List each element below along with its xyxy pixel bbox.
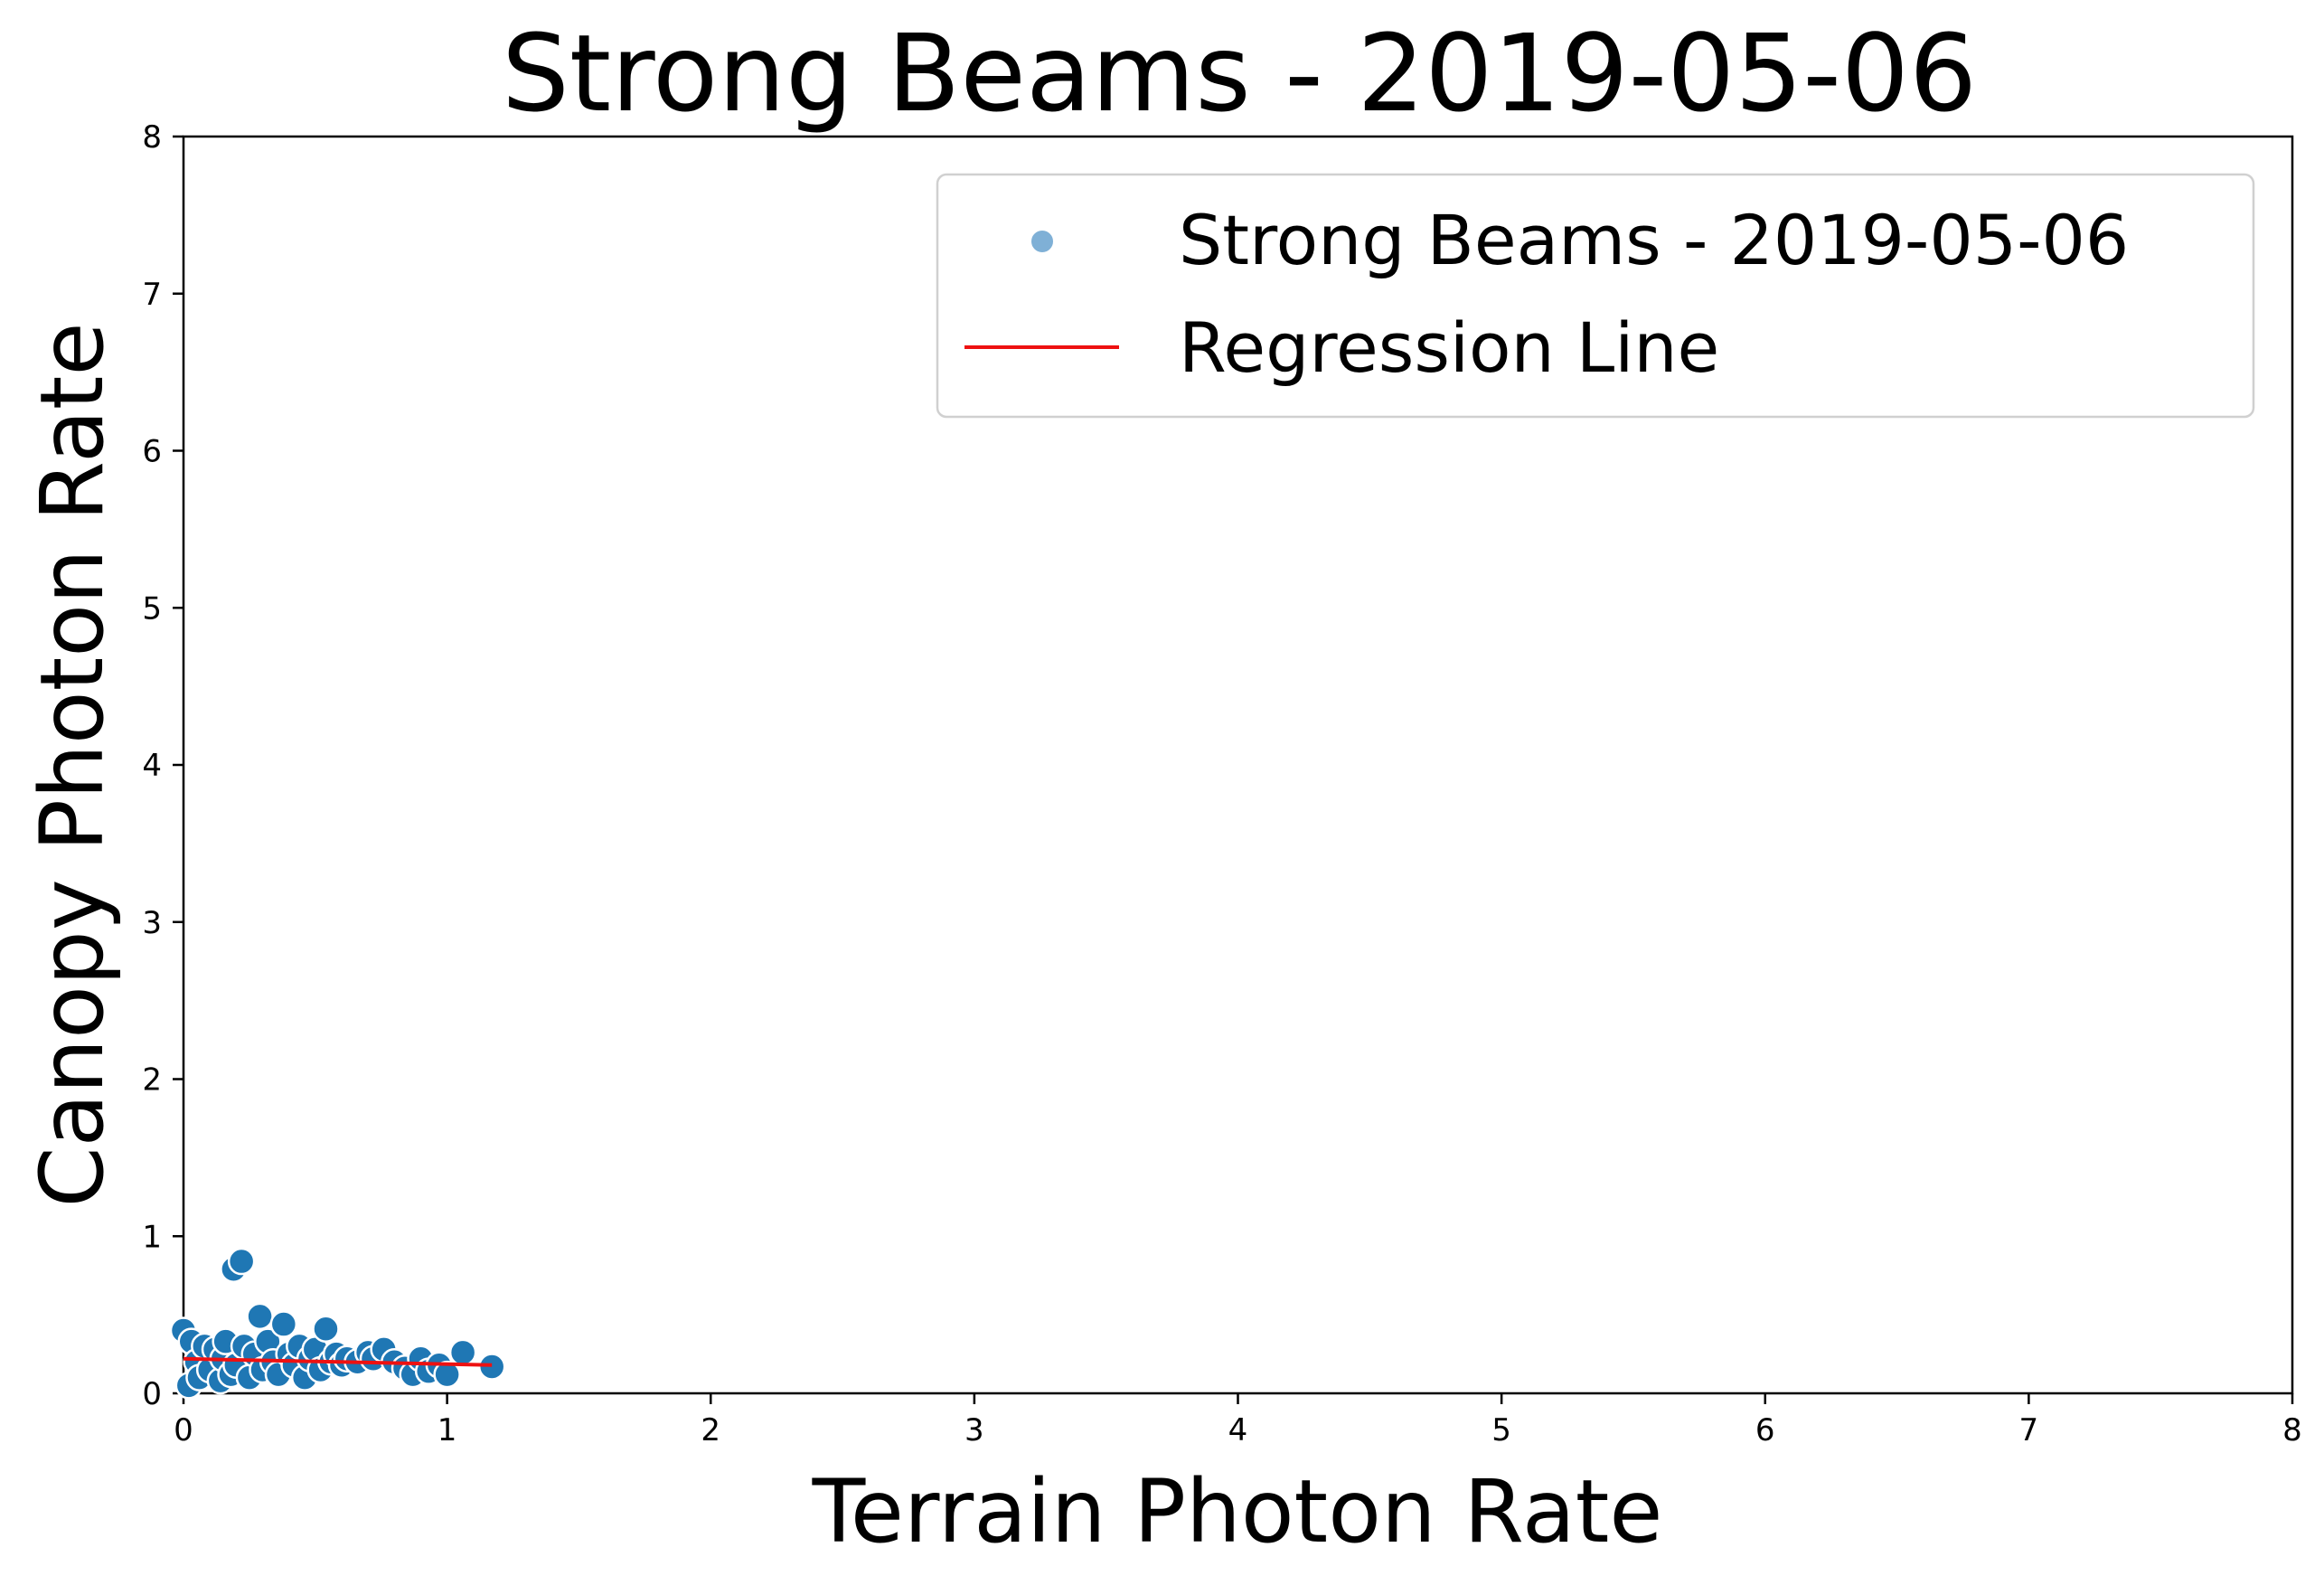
legend-marker-icon xyxy=(1030,229,1055,254)
legend: Strong Beams - 2019-05-06 Regression Lin… xyxy=(936,173,2255,419)
chart-title: Strong Beams - 2019-05-06 xyxy=(502,11,1977,136)
y-axis-label: Canopy Photon Rate xyxy=(22,322,123,1207)
data-point xyxy=(477,1353,506,1381)
x-tick-label: 6 xyxy=(1755,1412,1775,1448)
legend-label-regression: Regression Line xyxy=(1179,307,1719,388)
y-tick-label: 3 xyxy=(142,905,162,941)
y-axis: 0 1 2 3 4 5 6 7 8 xyxy=(142,119,183,1412)
y-tick-label: 0 xyxy=(142,1376,162,1412)
x-tick-label: 8 xyxy=(2282,1412,2302,1448)
x-axis-label: Terrain Photon Rate xyxy=(812,1461,1663,1562)
y-tick-label: 8 xyxy=(142,119,162,156)
legend-box xyxy=(936,173,2255,419)
y-tick-label: 2 xyxy=(142,1062,162,1099)
legend-label-points: Strong Beams - 2019-05-06 xyxy=(1179,200,2129,280)
data-point xyxy=(448,1338,477,1367)
data-point xyxy=(227,1247,256,1276)
x-tick-label: 1 xyxy=(438,1412,457,1448)
y-tick-label: 5 xyxy=(142,590,162,627)
data-point xyxy=(312,1315,340,1344)
x-tick-label: 0 xyxy=(174,1412,193,1448)
data-point xyxy=(269,1310,298,1338)
x-tick-label: 3 xyxy=(964,1412,984,1448)
y-tick-label: 7 xyxy=(142,277,162,313)
regression-line-layer xyxy=(183,1356,493,1367)
x-axis: 0 1 2 3 4 5 6 7 8 xyxy=(174,1393,2302,1448)
x-tick-label: 7 xyxy=(2019,1412,2039,1448)
y-tick-label: 6 xyxy=(142,434,162,470)
y-tick-label: 1 xyxy=(142,1219,162,1255)
x-tick-label: 5 xyxy=(1491,1412,1511,1448)
data-point xyxy=(246,1302,274,1331)
x-tick-label: 4 xyxy=(1228,1412,1248,1448)
scatter-points xyxy=(169,1247,506,1400)
y-tick-label: 4 xyxy=(142,748,162,784)
regression-line xyxy=(183,1356,493,1367)
x-tick-label: 2 xyxy=(701,1412,720,1448)
data-point xyxy=(433,1360,461,1389)
